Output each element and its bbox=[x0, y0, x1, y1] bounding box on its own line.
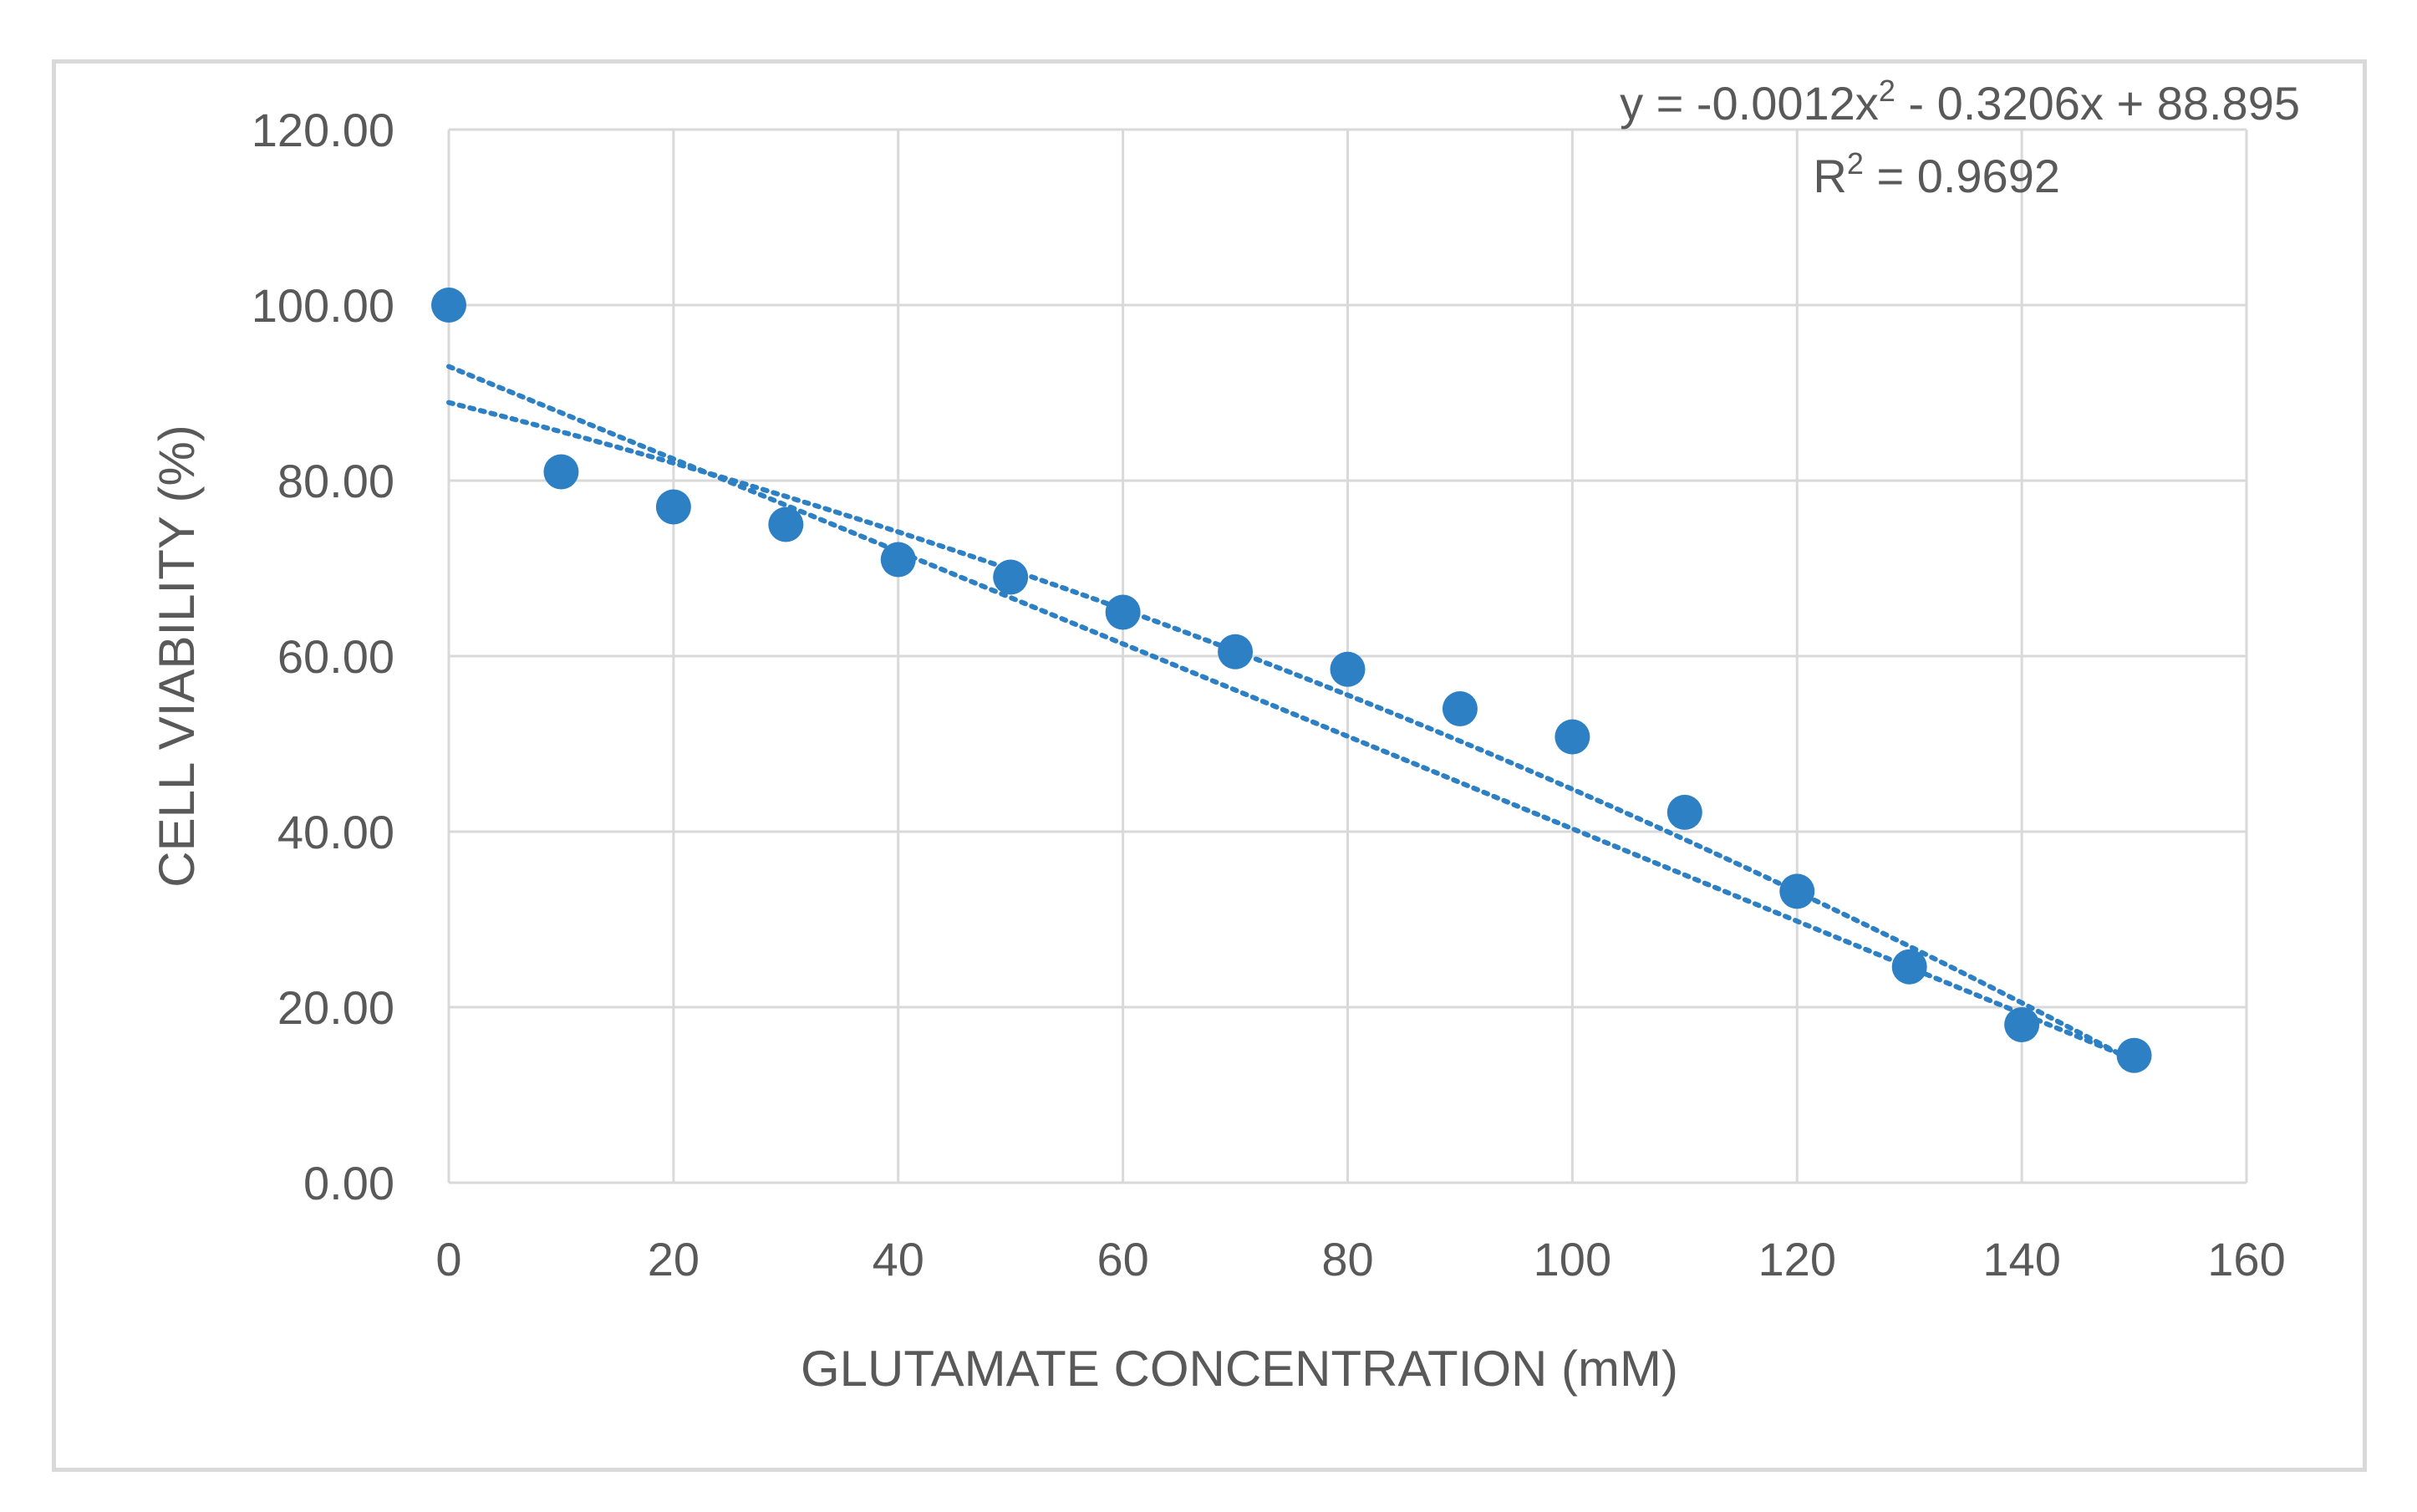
y-tick-label: 20.00 bbox=[277, 981, 394, 1034]
x-tick-label: 160 bbox=[2207, 1233, 2285, 1285]
equation-exponent: 2 bbox=[1879, 74, 1895, 108]
data-point bbox=[1666, 794, 1702, 830]
trendline-layer bbox=[446, 364, 2137, 1065]
r-squared-exponent: 2 bbox=[1847, 146, 1864, 181]
data-point bbox=[1555, 719, 1590, 755]
x-tick-label: 0 bbox=[435, 1233, 461, 1285]
x-tick-label: 100 bbox=[1534, 1233, 1611, 1285]
data-point-layer bbox=[431, 288, 2152, 1073]
r-squared-part: = 0.9692 bbox=[1864, 150, 2060, 202]
linear-trendline bbox=[446, 364, 2137, 1062]
polynomial-trendline bbox=[446, 400, 2137, 1065]
data-point bbox=[2116, 1037, 2152, 1073]
data-point bbox=[1218, 634, 1254, 669]
data-point bbox=[1779, 873, 1815, 909]
x-tick-label: 140 bbox=[1982, 1233, 2060, 1285]
y-tick-label: 120.00 bbox=[252, 104, 394, 156]
data-point bbox=[1330, 651, 1366, 687]
x-tick-label: 60 bbox=[1097, 1233, 1148, 1285]
y-tick-label: 40.00 bbox=[277, 806, 394, 858]
data-point bbox=[880, 542, 916, 578]
equation-part: y = -0.0012x bbox=[1620, 77, 1879, 130]
x-tick-label: 120 bbox=[1758, 1233, 1836, 1285]
x-tick-label: 40 bbox=[873, 1233, 924, 1285]
data-point bbox=[431, 288, 466, 323]
data-point bbox=[768, 507, 804, 542]
data-point bbox=[1891, 949, 1927, 985]
trendline-equation: y = -0.0012x2 - 0.3206x + 88.895 bbox=[1620, 74, 2300, 130]
data-point bbox=[1105, 594, 1141, 630]
data-point bbox=[2004, 1007, 2040, 1042]
y-tick-label: 60.00 bbox=[277, 630, 394, 683]
y-tick-label: 80.00 bbox=[277, 455, 394, 507]
data-point bbox=[993, 559, 1029, 595]
y-axis-title: CELL VIABILITY (%) bbox=[149, 425, 205, 888]
y-tick-label: 100.00 bbox=[252, 279, 394, 332]
x-tick-label: 20 bbox=[648, 1233, 700, 1285]
data-point bbox=[655, 489, 691, 525]
y-tick-label: 0.00 bbox=[303, 1157, 394, 1209]
r-squared-label: R2 = 0.9692 bbox=[1813, 146, 2060, 202]
tick-label-layer: 0.00 20.00 40.00 60.00 80.00 100.00 120.00 0 20 4… bbox=[252, 104, 2286, 1285]
data-point bbox=[1442, 691, 1478, 726]
data-point bbox=[543, 454, 579, 490]
equation-part: - 0.3206x + 88.895 bbox=[1895, 77, 2300, 130]
grid-layer bbox=[447, 128, 2248, 1184]
x-axis-title: GLUTAMATE CONCENTRATION (mM) bbox=[801, 1341, 1678, 1397]
x-tick-label: 80 bbox=[1321, 1233, 1373, 1285]
r-squared-part: R bbox=[1813, 150, 1846, 202]
